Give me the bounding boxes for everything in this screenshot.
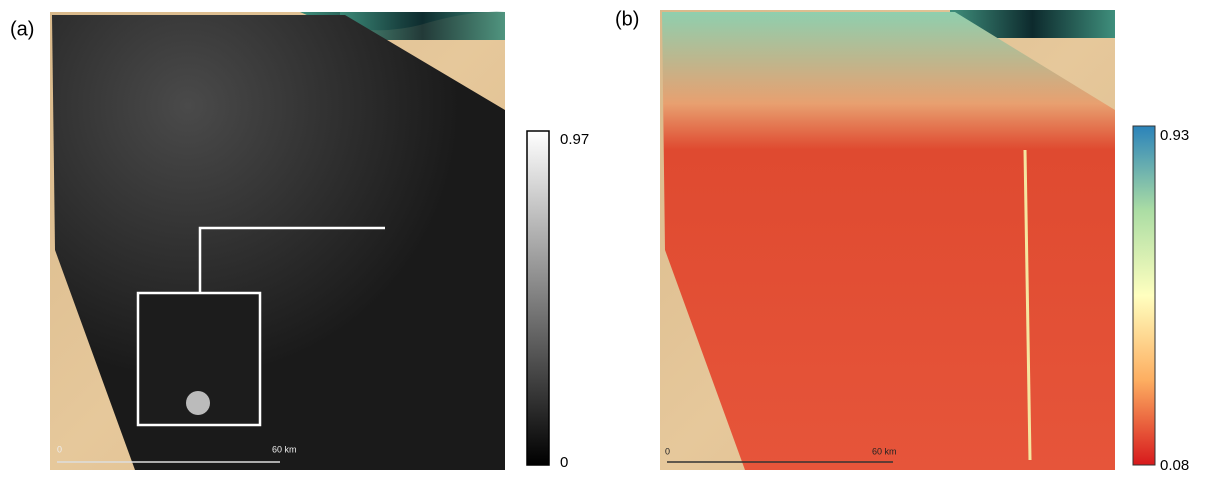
figure: (a) 0 60 km 0.97 0 (b) 0 60 km 0.93 0.08 (0, 0, 1209, 476)
inset-feature (186, 391, 210, 415)
panel-label: (b) (615, 8, 639, 30)
colorbar (527, 131, 549, 465)
page: (a) 0 60 km 0.97 0 (b) 0 60 km 0.93 0.08… (0, 0, 1209, 476)
panel-label: (a) (10, 18, 34, 40)
colorbar-min: 0 (560, 454, 568, 471)
sar-image (52, 15, 505, 470)
index-image (662, 12, 1115, 470)
colorbar (1133, 126, 1155, 465)
scale-end: 60 km (872, 446, 897, 456)
colorbar-max: 0.93 (1160, 127, 1189, 144)
scale-start: 0 (57, 444, 62, 454)
colorbar-min: 0.08 (1160, 457, 1189, 474)
colorbar-max: 0.97 (560, 131, 589, 148)
scale-end: 60 km (272, 444, 297, 454)
scale-start: 0 (665, 446, 670, 456)
